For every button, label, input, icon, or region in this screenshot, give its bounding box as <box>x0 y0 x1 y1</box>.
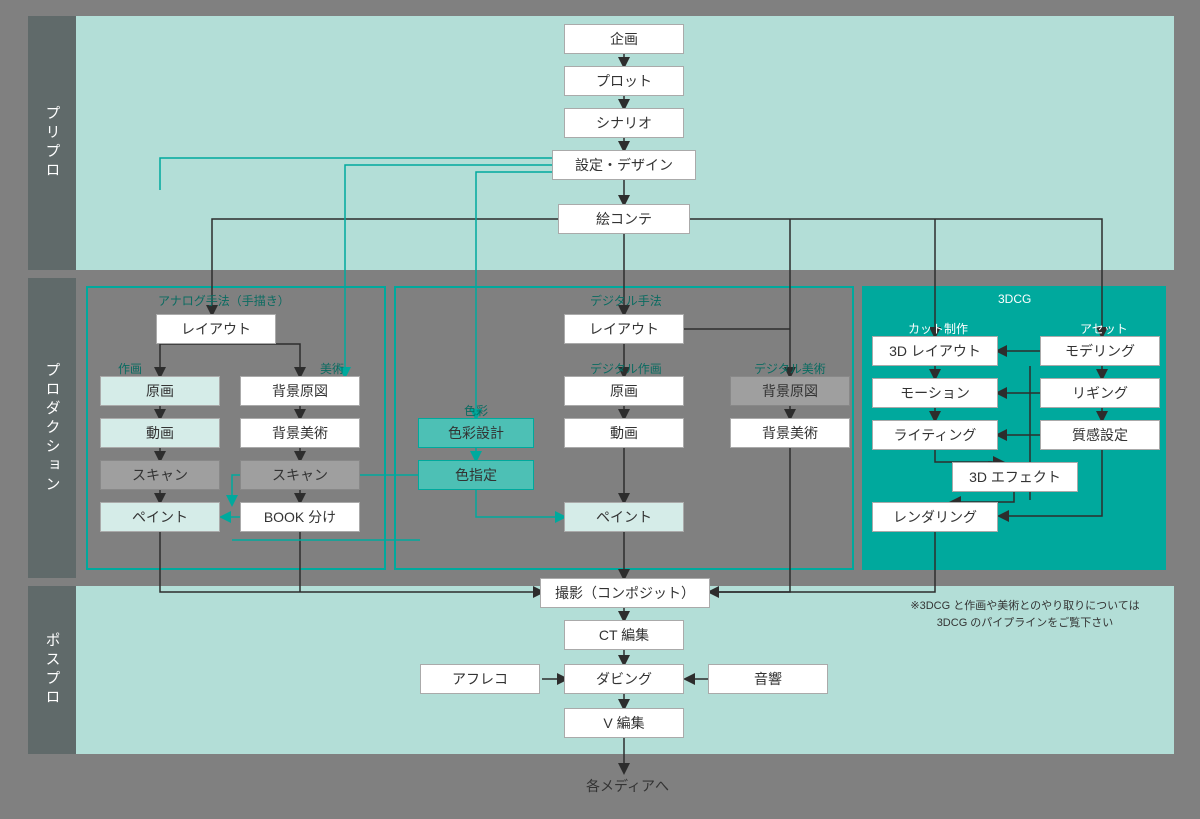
node-layout-digital: レイアウト <box>564 314 684 344</box>
node-compo: 撮影（コンポジット） <box>540 578 710 608</box>
node-settei: 設定・デザイン <box>552 150 696 180</box>
note-line1: ※3DCG と作画や美術とのやり取りについては <box>910 600 1139 612</box>
node-genga-d: 原画 <box>564 376 684 406</box>
diagram-canvas: プリプロ プロダクション ポスプロ <box>0 0 1200 819</box>
node-scenario: シナリオ <box>564 108 684 138</box>
label-sakuga: 作画 <box>118 360 142 377</box>
label-3dcg: 3DCG <box>998 292 1031 306</box>
node-shitsukan: 質感設定 <box>1040 420 1160 450</box>
label-digital-bijutsu: デジタル美術 <box>754 360 826 377</box>
node-book: BOOK 分け <box>240 502 360 532</box>
node-3d-effect: 3D エフェクト <box>952 462 1078 492</box>
label-shikisai: 色彩 <box>464 402 488 419</box>
node-douga-a: 動画 <box>100 418 220 448</box>
node-vedit: V 編集 <box>564 708 684 738</box>
note-3dcg: ※3DCG と作画や美術とのやり取りについては 3DCG のパイプラインをご覧下… <box>880 598 1170 631</box>
node-douga-d: 動画 <box>564 418 684 448</box>
label-digital: デジタル手法 <box>590 292 662 309</box>
node-haikei-bijutsu-a: 背景美術 <box>240 418 360 448</box>
node-rendering: レンダリング <box>872 502 998 532</box>
node-lighting: ライティング <box>872 420 998 450</box>
node-afreco: アフレコ <box>420 664 540 694</box>
node-onkyo: 音響 <box>708 664 828 694</box>
sidetab-prepro: プリプロ <box>28 16 76 270</box>
label-bijutsu: 美術 <box>320 360 344 377</box>
node-3d-layout: 3D レイアウト <box>872 336 998 366</box>
node-shikisai-sekkei: 色彩設計 <box>418 418 534 448</box>
node-motion: モーション <box>872 378 998 408</box>
label-digital-sakuga: デジタル作画 <box>590 360 662 377</box>
node-genga-a: 原画 <box>100 376 220 406</box>
label-analog: アナログ手法（手描き） <box>158 292 290 309</box>
node-dubbing: ダビング <box>564 664 684 694</box>
node-haikei-bijutsu-d: 背景美術 <box>730 418 850 448</box>
node-ekonte: 絵コンテ <box>558 204 690 234</box>
label-asset: アセット <box>1080 320 1128 337</box>
note-line2: 3DCG のパイプラインをご覧下さい <box>937 617 1114 629</box>
node-scan-b: スキャン <box>240 460 360 490</box>
node-haikei-genzu-a: 背景原図 <box>240 376 360 406</box>
node-modeling: モデリング <box>1040 336 1160 366</box>
node-ctedit: CT 編集 <box>564 620 684 650</box>
node-layout-analog: レイアウト <box>156 314 276 344</box>
sidetab-postpro: ポスプロ <box>28 586 76 754</box>
node-kikaku: 企画 <box>564 24 684 54</box>
sidetab-production: プロダクション <box>28 278 76 578</box>
node-haikei-genzu-d: 背景原図 <box>730 376 850 406</box>
node-paint-d: ペイント <box>564 502 684 532</box>
label-media: 各メディアへ <box>586 776 669 796</box>
node-paint-a: ペイント <box>100 502 220 532</box>
node-rigging: リギング <box>1040 378 1160 408</box>
node-iroshitei: 色指定 <box>418 460 534 490</box>
label-cut: カット制作 <box>908 320 968 337</box>
node-scan-a: スキャン <box>100 460 220 490</box>
node-plot: プロット <box>564 66 684 96</box>
